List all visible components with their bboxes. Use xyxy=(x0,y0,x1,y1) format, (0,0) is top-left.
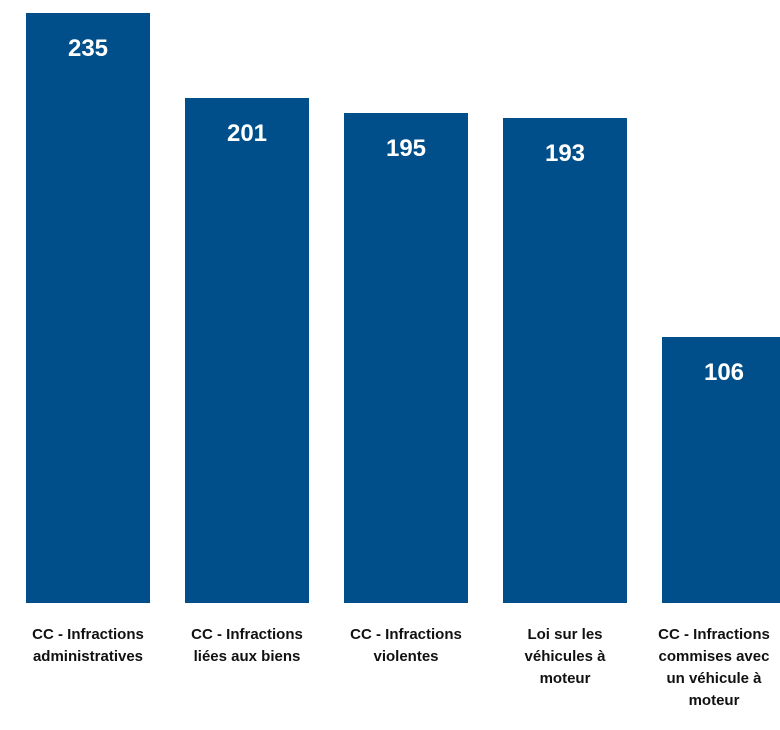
category-label-2: CC - Infractions liées aux biens xyxy=(171,624,323,668)
category-label-line: commises avec xyxy=(658,648,770,665)
category-label-line: administratives xyxy=(32,648,144,665)
bar-3: 195 xyxy=(344,113,468,603)
category-label-line: moteur xyxy=(539,670,591,687)
category-label-line: CC - Infractions xyxy=(350,626,462,643)
category-label-line: violentes xyxy=(373,648,439,665)
category-label-line: CC - Infractions xyxy=(191,626,303,643)
bar-4: 193 xyxy=(503,118,627,603)
category-label-3: CC - Infractions violentes xyxy=(330,624,482,668)
category-label-5: CC - Infractions commises avec un véhicule… xyxy=(648,624,780,712)
bar-1: 235 xyxy=(26,12,150,603)
bar-value-label: 193 xyxy=(544,140,586,168)
bar-value-label: 195 xyxy=(385,135,427,163)
bar-value-label: 235 xyxy=(67,34,109,62)
bar-5: 106 xyxy=(662,336,780,603)
category-label-line: CC - Infractions xyxy=(658,626,770,643)
category-label-line: un véhicule à xyxy=(666,670,762,687)
category-label-line: CC - Infractions xyxy=(32,626,144,643)
category-label-line: moteur xyxy=(688,692,740,709)
category-label-line: liées aux biens xyxy=(193,648,301,665)
bar-value-label: 106 xyxy=(703,358,745,386)
category-label-line: véhicules à xyxy=(524,648,606,665)
bar-2: 201 xyxy=(185,97,309,603)
category-label-1: CC - Infractions administratives xyxy=(12,624,164,668)
category-label-4: Loi sur les véhicules à moteur xyxy=(489,624,641,690)
bar-value-label: 201 xyxy=(226,119,268,147)
category-label-line: Loi sur les xyxy=(527,626,603,643)
